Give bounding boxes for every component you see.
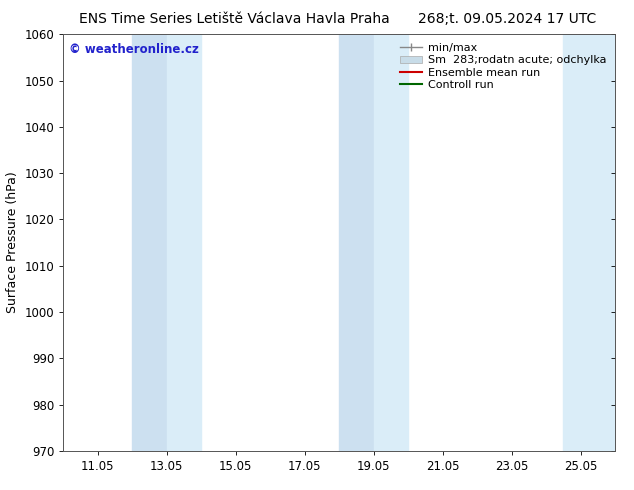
Bar [167, 34, 202, 451]
Text: 268;t. 09.05.2024 17 UTC: 268;t. 09.05.2024 17 UTC [418, 12, 597, 26]
Text: ENS Time Series Letiště Václava Havla Praha: ENS Time Series Letiště Václava Havla Pr… [79, 12, 390, 26]
Bar [133, 34, 167, 451]
Legend: min/max, Sm  283;rodatn acute; odchylka, Ensemble mean run, Controll run: min/max, Sm 283;rodatn acute; odchylka, … [396, 40, 609, 93]
Y-axis label: Surface Pressure (hPa): Surface Pressure (hPa) [6, 172, 19, 314]
Bar [563, 34, 615, 451]
Bar [339, 34, 373, 451]
Bar [373, 34, 408, 451]
Text: © weatheronline.cz: © weatheronline.cz [69, 43, 199, 56]
